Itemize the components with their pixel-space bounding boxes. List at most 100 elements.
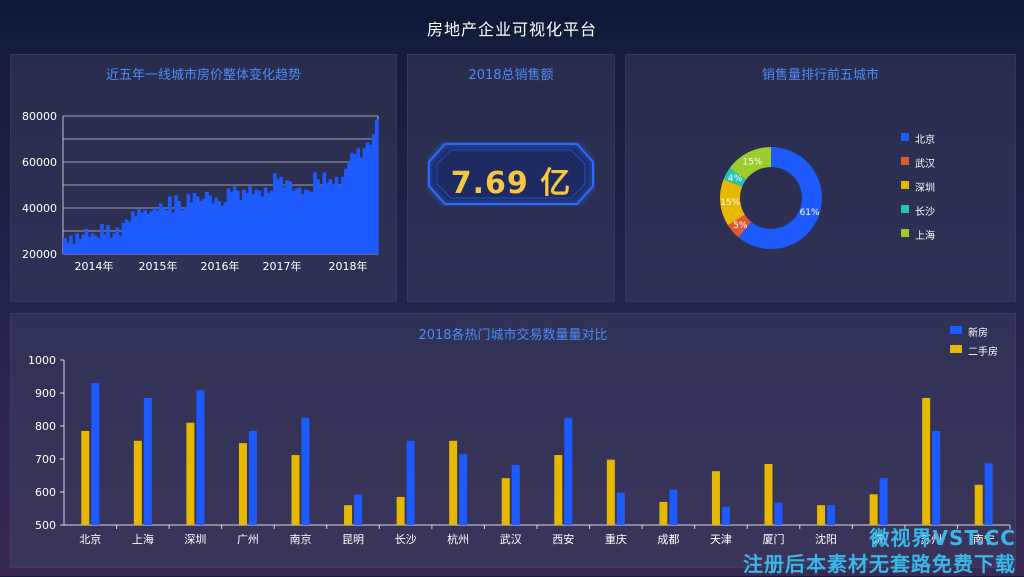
legend-swatch-changsha	[901, 205, 909, 213]
trend-bar	[164, 210, 169, 254]
trend-bar	[93, 235, 98, 254]
trend-bar	[183, 206, 188, 254]
trend-bar	[158, 203, 163, 254]
trend-bar	[195, 196, 200, 254]
top-cities-panel: 销售量排行前五城市 61% 5% 15% 4% 15% 北京 武汉 深圳 长沙 上海	[625, 54, 1016, 302]
bar-second-hand	[554, 455, 563, 525]
compare-x-tick: 苏州	[920, 533, 942, 546]
compare-x-tick: 厦门	[763, 532, 785, 546]
trend-bar	[276, 179, 280, 254]
bar-second-hand	[922, 397, 931, 525]
compare-x-tick: 南京	[290, 532, 312, 546]
trend-bar	[297, 187, 302, 254]
trend-chart: 80000 60000 40000 20000 2014年 2015年 2016年 2017年…	[22, 110, 379, 273]
bar-second-hand	[817, 505, 826, 525]
trend-bar	[344, 168, 348, 254]
trend-x-tick: 2017年	[263, 259, 302, 273]
trend-y-tick: 20000	[22, 248, 57, 261]
trend-bar	[180, 210, 185, 254]
bar-new-home	[301, 417, 310, 525]
trend-bar	[134, 216, 138, 254]
trend-bar	[177, 201, 181, 254]
trend-bar	[90, 233, 95, 254]
donut-label: 15%	[720, 198, 740, 208]
trend-bar	[279, 176, 283, 254]
city-compare-panel: 2018各热门城市交易数量量对比 1000 900 800 700 600 500 北京 上海…	[10, 313, 1016, 568]
trend-y-tick: 40000	[22, 202, 57, 215]
legend-label-changsha: 长沙	[915, 207, 935, 218]
trend-bar	[106, 225, 110, 254]
compare-x-tick: 长沙	[395, 533, 417, 546]
trend-bar	[226, 188, 231, 254]
donut-slice	[738, 147, 822, 250]
trend-bar	[155, 210, 160, 254]
trend-x-tick: 2015年	[139, 259, 178, 273]
compare-y-tick: 700	[35, 453, 56, 466]
trend-bar	[242, 189, 246, 254]
bar-new-home	[616, 492, 625, 525]
trend-bar	[217, 201, 222, 254]
trend-bar	[96, 237, 101, 254]
compare-x-tick: 济	[873, 532, 884, 546]
compare-x-tick: 武汉	[500, 533, 522, 546]
bar-second-hand	[449, 440, 458, 525]
trend-bar	[146, 213, 151, 254]
compare-x-tick: 北京	[79, 532, 101, 546]
trend-bar	[365, 142, 370, 254]
bar-second-hand	[344, 505, 353, 525]
header-bar: 房地产企业可视化平台	[0, 0, 1024, 50]
trend-bar	[124, 219, 129, 254]
donut-slice	[727, 214, 752, 238]
bar-second-hand	[291, 455, 300, 525]
trend-bar	[186, 194, 191, 254]
legend-swatch-beijing	[901, 133, 909, 141]
trend-bar	[331, 183, 336, 254]
trend-bar	[325, 182, 330, 254]
trend-bar	[115, 227, 120, 254]
bar-new-home	[248, 430, 257, 525]
trend-bar	[211, 203, 215, 254]
legend-label-beijing: 北京	[915, 135, 935, 146]
compare-y-tick: 600	[35, 486, 56, 499]
trend-bar	[214, 197, 219, 254]
trend-bar	[143, 210, 147, 254]
donut-label: 61%	[800, 208, 820, 218]
trend-bar	[356, 148, 361, 254]
trend-bar	[334, 176, 339, 254]
trend-bar	[109, 237, 114, 254]
trend-bar	[78, 239, 83, 254]
compare-x-tick: 深圳	[184, 533, 206, 546]
trend-bar	[232, 186, 237, 254]
trend-bar	[140, 212, 144, 254]
trend-bar	[328, 179, 333, 254]
bar-new-home	[91, 383, 100, 525]
trend-bar	[313, 172, 317, 254]
trend-bar	[72, 243, 76, 254]
trend-x-tick: 2016年	[201, 259, 240, 273]
bar-second-hand	[501, 478, 510, 525]
trend-bar	[130, 211, 135, 254]
trend-bar	[161, 206, 166, 254]
compare-x-tick: 南宁	[973, 532, 995, 546]
trend-y-tick: 80000	[22, 110, 57, 123]
compare-x-tick: 广州	[237, 533, 259, 546]
compare-x-tick: 天津	[710, 533, 732, 546]
trend-x-tick: 2018年	[329, 259, 368, 273]
trend-bar	[337, 185, 342, 254]
legend-swatch-wuhan	[901, 157, 909, 165]
bar-new-home	[511, 464, 520, 525]
bar-new-home	[721, 506, 730, 525]
donut-label: 15%	[742, 157, 762, 167]
trend-bar	[303, 189, 308, 254]
bar-new-home	[932, 430, 941, 525]
trend-bar	[220, 205, 225, 254]
bar-second-hand	[869, 494, 878, 525]
compare-x-tick: 杭州	[447, 532, 469, 546]
compare-y-tick: 1000	[28, 354, 56, 367]
trend-bar	[127, 221, 132, 254]
kpi-frame	[428, 143, 594, 205]
bar-second-hand	[711, 471, 720, 525]
compare-x-tick: 重庆	[605, 532, 627, 546]
trend-bar	[263, 187, 268, 254]
donut-slice	[720, 179, 745, 226]
